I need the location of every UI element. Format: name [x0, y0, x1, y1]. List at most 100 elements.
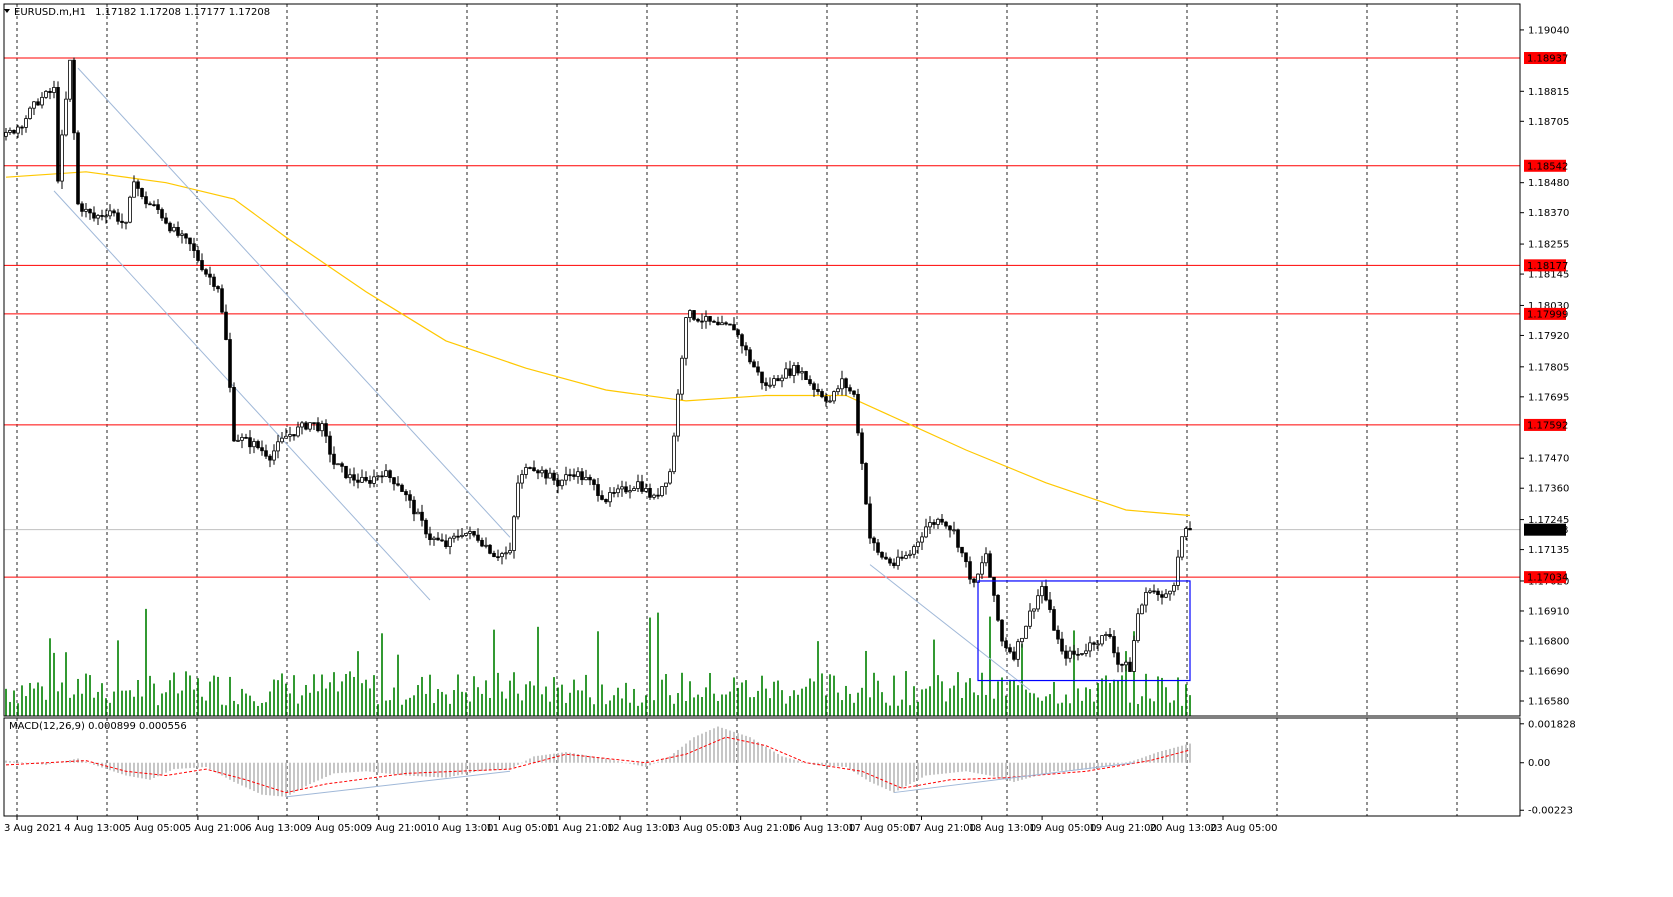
volume-bar	[321, 674, 323, 716]
volume-bar	[1157, 676, 1159, 716]
macd-histogram-bar	[1089, 762, 1091, 770]
macd-histogram-bar	[589, 755, 591, 763]
candle-body	[280, 437, 284, 443]
volume-bar	[21, 685, 23, 716]
candle-body	[176, 226, 180, 236]
macd-histogram-bar	[541, 755, 543, 763]
volume-bar	[1089, 689, 1091, 716]
macd-histogram-bar	[1017, 762, 1019, 781]
macd-histogram-bar	[21, 762, 23, 763]
candle-body	[220, 288, 224, 313]
candle-body	[688, 310, 692, 319]
volume-bar	[785, 703, 787, 716]
price-tick-label: 1.17470	[1528, 454, 1569, 465]
candle-body	[120, 220, 124, 223]
volume-bar	[1185, 684, 1187, 716]
candle-body	[664, 482, 668, 487]
macd-histogram-bar	[1093, 762, 1095, 770]
macd-histogram-bar	[249, 762, 251, 790]
macd-histogram-bar	[957, 762, 959, 773]
macd-histogram-bar	[197, 762, 199, 768]
macd-histogram-bar	[581, 754, 583, 763]
macd-histogram-bar	[665, 758, 667, 763]
candle-body	[1184, 528, 1188, 538]
macd-histogram-bar	[485, 762, 487, 771]
macd-histogram-bar	[945, 762, 947, 774]
macd-histogram-bar	[701, 733, 703, 763]
collapse-triangle-icon[interactable]	[4, 9, 10, 13]
volume-bar	[1105, 675, 1107, 716]
volume-bar	[521, 700, 523, 716]
time-tick-label: 6 Aug 13:00	[245, 823, 306, 834]
volume-bar	[389, 700, 391, 716]
volume-bar	[101, 683, 103, 716]
macd-histogram-bar	[49, 762, 51, 765]
candle-body	[212, 276, 216, 287]
candle-body	[40, 96, 44, 106]
volume-bar	[765, 688, 767, 716]
macd-histogram-bar	[621, 761, 623, 763]
volume-bar	[513, 672, 515, 716]
candle-body	[1148, 590, 1152, 593]
candle-body	[156, 204, 160, 210]
candle-body	[980, 562, 984, 575]
candle-body	[568, 474, 572, 477]
price-marker-label: 1.17208	[1527, 525, 1568, 536]
volume-bar	[109, 702, 111, 716]
volume-bar	[773, 681, 775, 716]
candle-body	[796, 365, 800, 374]
volume-bar	[129, 690, 131, 716]
volume-bar	[589, 697, 591, 716]
macd-histogram-bar	[1033, 762, 1035, 777]
volume-bar	[605, 704, 607, 716]
candle-body	[76, 132, 80, 205]
volume-bar	[401, 704, 403, 716]
macd-histogram-bar	[277, 762, 279, 797]
macd-histogram-bar	[33, 762, 35, 764]
volume-bar	[173, 672, 175, 716]
candle-body	[244, 436, 248, 439]
candle-body	[100, 215, 104, 217]
candle-body	[1084, 650, 1088, 654]
macd-histogram-bar	[1057, 762, 1059, 772]
price-tick-label: 1.18815	[1528, 87, 1569, 98]
volume-bar	[781, 690, 783, 716]
volume-bar	[1181, 705, 1183, 716]
macd-histogram-bar	[281, 762, 283, 797]
candle-body	[112, 210, 116, 214]
price-tick-label: 1.17135	[1528, 545, 1569, 556]
macd-histogram-bar	[369, 762, 371, 772]
time-tick-label: 5 Aug 21:00	[185, 823, 246, 834]
volume-bar	[849, 693, 851, 716]
macd-histogram-bar	[657, 761, 659, 763]
macd-histogram-bar	[309, 762, 311, 785]
candle-body	[56, 87, 60, 182]
volume-bar	[309, 692, 311, 716]
volume-bar	[1101, 678, 1103, 716]
macd-histogram-bar	[753, 739, 755, 763]
candle-body	[712, 320, 716, 323]
volume-bar	[777, 680, 779, 716]
candle-body	[592, 479, 596, 485]
candle-body	[88, 208, 92, 214]
candle-body	[1124, 661, 1128, 666]
candle-body	[1104, 634, 1108, 637]
volume-bar	[1133, 631, 1135, 716]
candle-body	[184, 233, 188, 239]
volume-bar	[225, 705, 227, 716]
time-tick-label: 19 Aug 05:00	[1029, 823, 1096, 834]
candle-body	[92, 212, 96, 219]
macd-histogram-bar	[669, 756, 671, 763]
macd-histogram-bar	[1053, 762, 1055, 772]
candle-body	[264, 450, 268, 457]
macd-histogram-bar	[613, 760, 615, 763]
candle-body	[32, 101, 36, 109]
candle-body	[396, 483, 400, 486]
macd-histogram-bar	[149, 762, 151, 780]
price-tick-label: 1.16800	[1528, 636, 1569, 647]
volume-bar	[641, 702, 643, 716]
volume-bar	[221, 704, 223, 716]
volume-bar	[117, 640, 119, 716]
volume-bar	[329, 682, 331, 716]
price-marker-label: 1.17592	[1527, 420, 1568, 431]
